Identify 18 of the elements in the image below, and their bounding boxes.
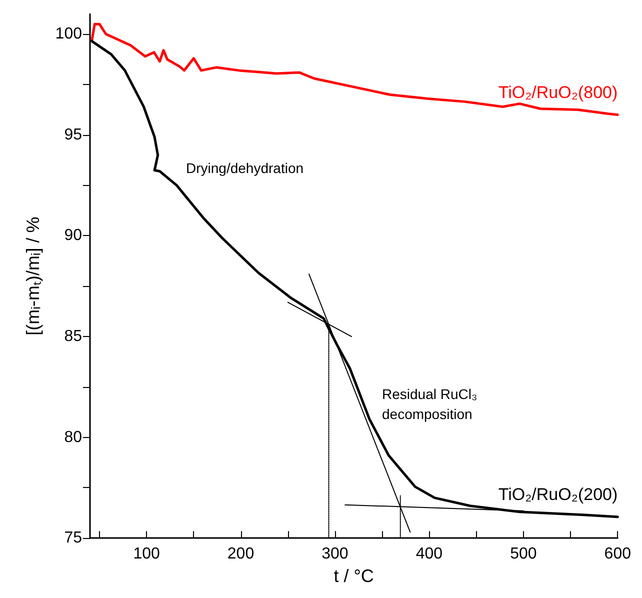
annotation: Residual RuCl₃ decomposition xyxy=(382,386,478,422)
x-tick-label: 400 xyxy=(416,546,443,563)
annotation: Drying/dehydration xyxy=(186,160,304,176)
series-label: TiO₂/RuO₂(200) xyxy=(498,484,618,504)
x-tick-label: 200 xyxy=(227,546,254,563)
y-tick-label: 75 xyxy=(64,530,82,547)
series-label: TiO₂/RuO₂(800) xyxy=(498,82,618,102)
y-tick-label: 80 xyxy=(64,428,82,446)
x-tick-label: 300 xyxy=(322,546,348,563)
x-tick-label: 500 xyxy=(510,546,537,563)
x-tick-label: 600 xyxy=(604,546,632,563)
x-tick-label: 100 xyxy=(133,546,160,563)
y-tick-label: 90 xyxy=(64,227,82,244)
y-axis-title: [(mᵢ-mₜ)/mᵢ] / % xyxy=(23,216,43,336)
y-tick-label: 85 xyxy=(64,328,82,346)
y-tick-label: 95 xyxy=(64,126,82,144)
x-axis-title: t / °C xyxy=(334,566,374,586)
y-tick-label: 100 xyxy=(55,26,82,43)
